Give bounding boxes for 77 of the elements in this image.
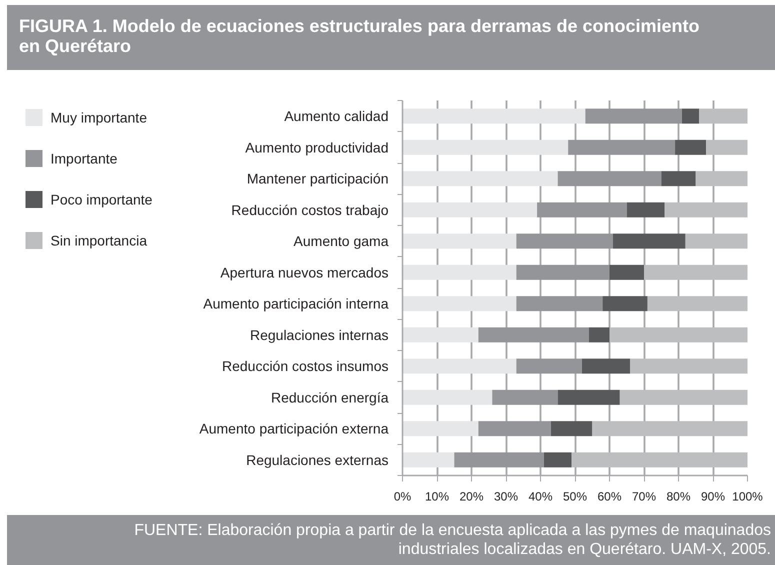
- bar: [516, 358, 582, 374]
- bar: [661, 171, 696, 186]
- bar: [585, 108, 682, 124]
- bar: [516, 296, 603, 312]
- bar: [696, 171, 748, 186]
- bar: [610, 327, 748, 342]
- y-tick-label: Apertura nuevos mercados: [220, 264, 389, 280]
- bar: [647, 296, 748, 312]
- bar: [402, 234, 516, 249]
- bar: [568, 140, 676, 155]
- legend-label: Sin importancia: [50, 232, 148, 248]
- x-tick-label: 30%: [494, 490, 518, 504]
- bar: [402, 296, 516, 312]
- bar: [699, 108, 748, 124]
- bar: [572, 452, 748, 468]
- bar: [402, 390, 492, 405]
- bar: [558, 171, 662, 186]
- y-tick-label: Mantener participación: [246, 170, 389, 187]
- y-tick-label: Aumento participación interna: [203, 296, 389, 312]
- bar: [402, 202, 538, 218]
- bar: [550, 421, 592, 436]
- x-tick-label: 0%: [394, 490, 412, 504]
- bar: [592, 421, 748, 436]
- y-tick-label: Reducción costos insumos: [222, 358, 389, 374]
- bar: [675, 140, 706, 155]
- y-tick-label: Aumento gama: [294, 233, 389, 250]
- bar: [620, 390, 748, 405]
- legend-label: Importante: [50, 150, 118, 166]
- y-tick-label: Reducción energía: [270, 389, 389, 406]
- x-tick-label: 50%: [562, 490, 588, 504]
- legend-label: Muy importante: [50, 110, 148, 126]
- bar: [402, 108, 586, 124]
- bar: [402, 421, 478, 436]
- bar: [402, 140, 568, 155]
- bar: [544, 452, 572, 468]
- bar: [402, 452, 454, 468]
- bar: [478, 327, 589, 342]
- y-tick-label: Aumento calidad: [284, 108, 389, 124]
- bar: [402, 327, 478, 342]
- bar: [402, 264, 516, 280]
- bar: [492, 390, 558, 405]
- bar: [630, 358, 748, 374]
- bar: [402, 358, 516, 374]
- x-tick-label: 100%: [732, 490, 764, 504]
- chart-title: FIGURA 1. Modelo de ecuaciones estructurales para derramas de conocimiento en Querétaro: [19, 16, 701, 56]
- bar: [537, 202, 627, 218]
- x-tick-label: 20%: [459, 490, 484, 504]
- bar: [588, 327, 610, 342]
- bar: [454, 452, 544, 468]
- y-tick-label: Reducción costos trabajo: [231, 202, 389, 218]
- bar: [706, 140, 748, 155]
- source-note: FUENTE: Elaboración propia a partir de la encuesta aplicada a las pymes de maquinados industriales localizadas en Querétaro. UAM-X, 2005.: [133, 521, 771, 559]
- bar: [602, 296, 648, 312]
- bar: [626, 202, 665, 218]
- x-tick-label: 60%: [597, 490, 622, 504]
- x-tick-label: 10%: [424, 490, 450, 504]
- legend-label: Poco importante: [50, 192, 153, 208]
- x-tick-label: 40%: [528, 490, 553, 504]
- bar: [478, 421, 551, 436]
- x-tick-label: 80%: [666, 490, 691, 504]
- y-tick-label: Aumento productividad: [245, 139, 389, 156]
- bar: [682, 108, 700, 124]
- y-tick-label: Regulaciones internas: [250, 326, 388, 343]
- x-tick-label: 90%: [700, 490, 726, 504]
- x-tick-label: 70%: [632, 490, 656, 504]
- bar: [610, 264, 644, 280]
- bar: [644, 264, 748, 280]
- bar: [664, 202, 748, 218]
- bar: [516, 234, 613, 249]
- y-tick-label: Aumento participación externa: [199, 420, 389, 437]
- bar: [558, 390, 620, 405]
- bar: [402, 171, 558, 186]
- bar: [582, 358, 630, 374]
- y-tick-label: Regulaciones externas: [246, 452, 388, 468]
- bar: [685, 234, 748, 249]
- bar: [612, 234, 686, 249]
- bar: [516, 264, 610, 280]
